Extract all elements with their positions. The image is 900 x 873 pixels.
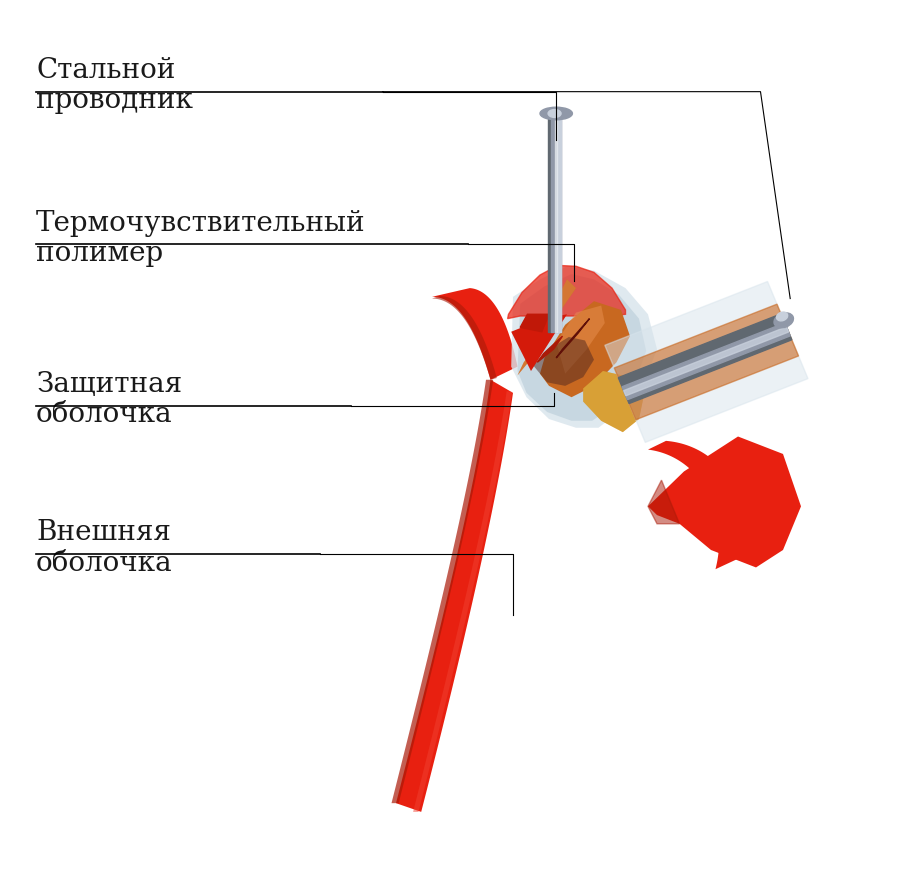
Polygon shape: [548, 113, 551, 332]
Polygon shape: [413, 391, 512, 812]
Polygon shape: [533, 337, 594, 386]
Polygon shape: [618, 314, 792, 403]
Polygon shape: [583, 371, 644, 432]
Polygon shape: [511, 314, 567, 371]
Polygon shape: [551, 113, 561, 332]
Polygon shape: [392, 380, 493, 803]
Polygon shape: [624, 327, 788, 395]
Ellipse shape: [777, 312, 788, 321]
Polygon shape: [555, 113, 557, 332]
Ellipse shape: [540, 107, 572, 120]
Polygon shape: [518, 274, 646, 421]
Polygon shape: [648, 436, 801, 567]
Polygon shape: [583, 371, 644, 432]
Polygon shape: [648, 441, 742, 569]
Polygon shape: [518, 279, 576, 375]
Polygon shape: [432, 296, 497, 380]
Polygon shape: [432, 288, 518, 380]
Polygon shape: [396, 380, 513, 812]
Polygon shape: [556, 319, 590, 358]
Ellipse shape: [774, 313, 794, 327]
Polygon shape: [648, 480, 680, 524]
Text: Стальной
проводник: Стальной проводник: [36, 57, 193, 113]
Polygon shape: [556, 306, 605, 374]
Polygon shape: [615, 304, 798, 420]
Text: Защитная
оболочка: Защитная оболочка: [36, 371, 182, 428]
Text: Термочувствительный
полимер: Термочувствительный полимер: [36, 210, 365, 266]
Polygon shape: [511, 266, 657, 428]
Polygon shape: [605, 281, 808, 443]
Polygon shape: [518, 279, 576, 375]
Polygon shape: [537, 336, 562, 362]
Ellipse shape: [548, 109, 561, 117]
Polygon shape: [622, 323, 790, 400]
Polygon shape: [508, 265, 626, 319]
Polygon shape: [520, 314, 549, 332]
Text: Внешняя
оболочка: Внешняя оболочка: [36, 519, 173, 576]
Polygon shape: [540, 301, 630, 397]
Polygon shape: [557, 113, 561, 332]
